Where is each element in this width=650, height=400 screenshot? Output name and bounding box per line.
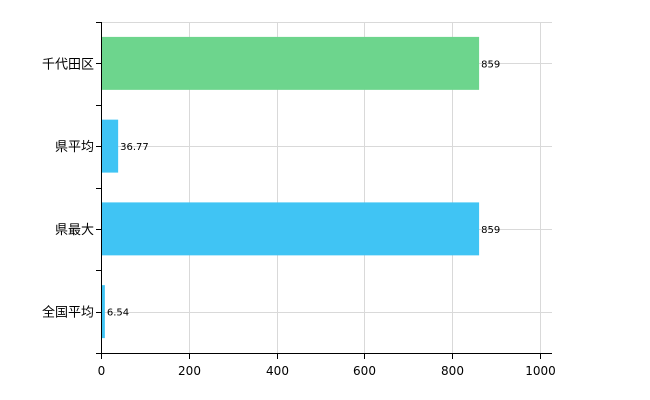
- data-label: 36.77: [120, 142, 149, 153]
- category-label: 千代田区: [42, 57, 94, 72]
- x-tick-label: 400: [266, 364, 289, 378]
- x-tick-label: 200: [178, 364, 201, 378]
- x-tick-label: 1000: [525, 364, 556, 378]
- data-label: 859: [481, 59, 500, 70]
- x-tick-label: 800: [441, 364, 464, 378]
- category-label: 県最大: [55, 223, 94, 238]
- bar: [102, 202, 480, 256]
- bar: [102, 119, 119, 173]
- bar: [102, 36, 480, 90]
- data-label: 6.54: [107, 308, 129, 319]
- data-label: 859: [481, 225, 500, 236]
- category-label: 県平均: [55, 140, 94, 155]
- x-tick-label: 600: [353, 364, 376, 378]
- bars: [102, 36, 480, 339]
- axes: [96, 22, 552, 359]
- x-tick-label: 0: [98, 364, 106, 378]
- category-label: 全国平均: [42, 305, 94, 321]
- bar: [102, 285, 105, 339]
